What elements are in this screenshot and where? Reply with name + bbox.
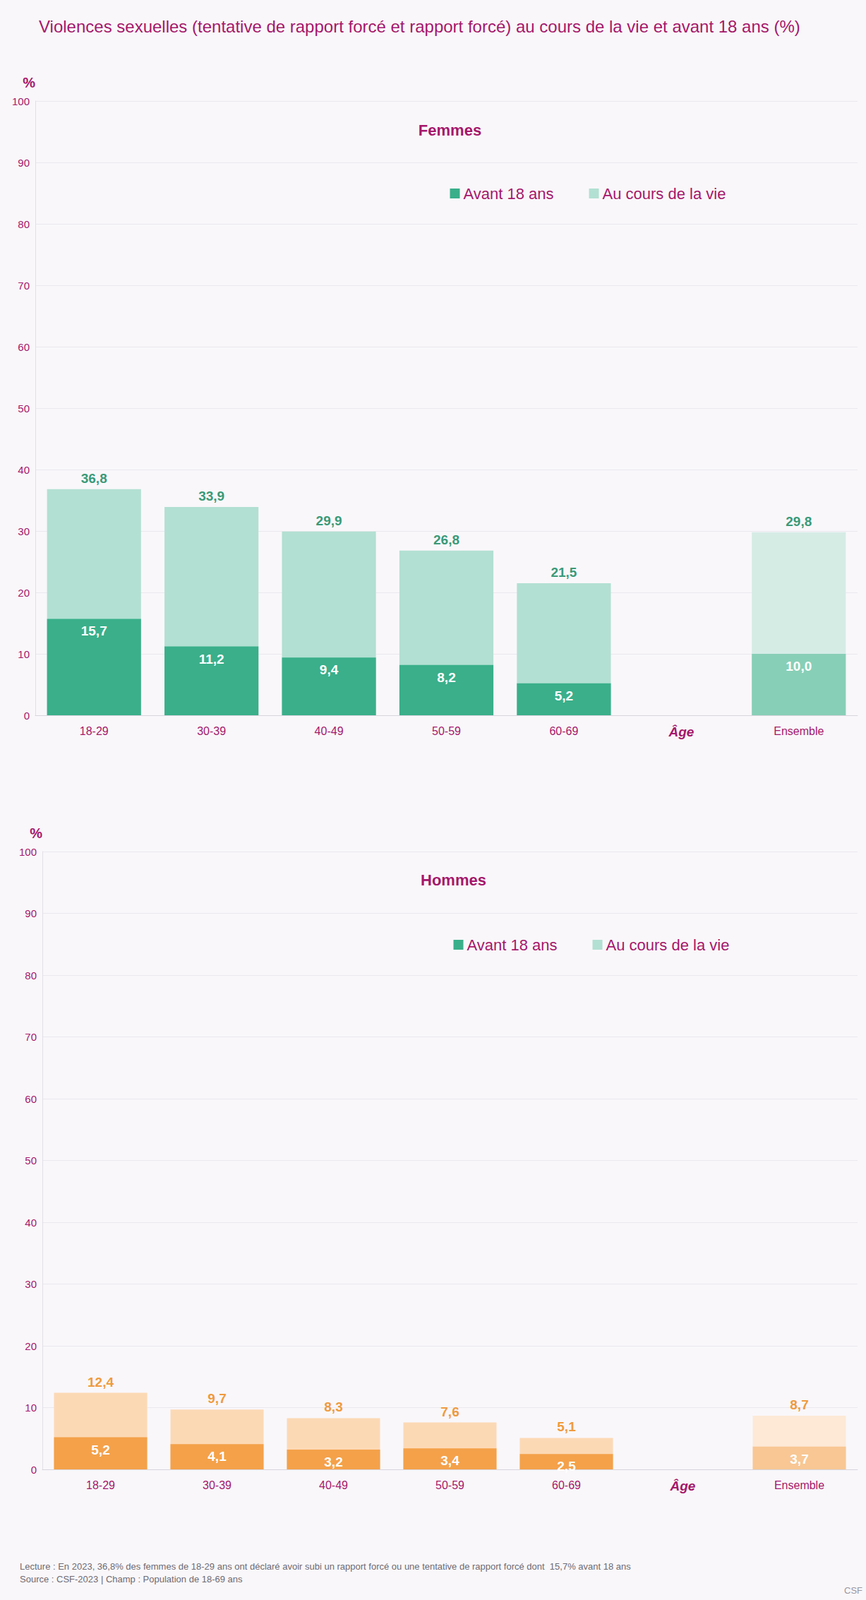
- svg-text:50: 50: [17, 402, 30, 415]
- svg-text:0: 0: [23, 709, 30, 722]
- svg-text:0: 0: [31, 1463, 37, 1476]
- svg-text:18-29: 18-29: [86, 1478, 116, 1491]
- svg-text:9,7: 9,7: [207, 1390, 226, 1406]
- svg-text:90: 90: [24, 906, 37, 919]
- svg-text:80: 80: [17, 218, 30, 231]
- svg-text:10: 10: [24, 1400, 37, 1413]
- svg-text:8,7: 8,7: [789, 1396, 809, 1412]
- svg-text:Source : CSF-2023 | Champ : Po: Source : CSF-2023 | Champ : Population d…: [19, 1573, 243, 1584]
- svg-text:8,2: 8,2: [436, 669, 456, 685]
- svg-text:Violences sexuelles (tentative: Violences sexuelles (tentative de rappor…: [38, 16, 801, 36]
- svg-text:CSF: CSF: [844, 1584, 863, 1596]
- svg-text:Ensemble: Ensemble: [773, 724, 824, 737]
- svg-text:60-69: 60-69: [551, 1478, 581, 1491]
- svg-text:60-69: 60-69: [549, 724, 579, 737]
- svg-text:100: 100: [11, 95, 30, 108]
- svg-text:26,8: 26,8: [433, 532, 460, 547]
- svg-text:50-59: 50-59: [435, 1478, 465, 1491]
- svg-text:70: 70: [24, 1030, 37, 1043]
- svg-text:20: 20: [17, 586, 30, 599]
- svg-text:Ensemble: Ensemble: [774, 1478, 825, 1491]
- svg-text:21,5: 21,5: [550, 564, 577, 580]
- svg-text:40: 40: [24, 1216, 37, 1229]
- svg-text:20: 20: [24, 1339, 37, 1352]
- svg-text:3,7: 3,7: [789, 1451, 809, 1466]
- svg-text:50: 50: [24, 1153, 37, 1166]
- svg-text:36,8: 36,8: [81, 470, 108, 486]
- svg-text:%: %: [22, 74, 36, 91]
- svg-text:50-59: 50-59: [431, 724, 461, 737]
- svg-text:8,3: 8,3: [323, 1398, 343, 1414]
- svg-text:Âge: Âge: [669, 1477, 696, 1493]
- svg-text:9,4: 9,4: [319, 662, 339, 677]
- svg-text:Au cours de la vie: Au cours de la vie: [606, 935, 730, 954]
- svg-text:Hommes: Hommes: [420, 870, 487, 889]
- svg-text:100: 100: [19, 845, 37, 858]
- svg-text:3,2: 3,2: [323, 1453, 343, 1469]
- svg-text:5,1: 5,1: [556, 1418, 576, 1434]
- svg-text:29,8: 29,8: [785, 513, 812, 529]
- svg-text:18-29: 18-29: [79, 724, 109, 737]
- svg-text:90: 90: [17, 156, 30, 169]
- svg-text:15,7: 15,7: [81, 623, 108, 639]
- svg-text:5,2: 5,2: [554, 688, 574, 703]
- svg-text:60: 60: [24, 1092, 37, 1105]
- svg-text:30-39: 30-39: [202, 1478, 232, 1491]
- svg-text:Avant 18 ans: Avant 18 ans: [467, 935, 558, 954]
- svg-text:33,9: 33,9: [198, 488, 225, 504]
- svg-text:3,4: 3,4: [440, 1452, 460, 1468]
- svg-text:40: 40: [17, 463, 30, 476]
- svg-text:4,1: 4,1: [207, 1448, 227, 1464]
- svg-text:Femmes: Femmes: [418, 121, 482, 140]
- svg-text:30: 30: [24, 1277, 37, 1290]
- svg-text:7,6: 7,6: [440, 1403, 459, 1419]
- svg-text:11,2: 11,2: [199, 651, 225, 667]
- svg-text:40-49: 40-49: [314, 724, 344, 737]
- svg-text:12,4: 12,4: [87, 1374, 114, 1389]
- svg-text:Avant 18 ans: Avant 18 ans: [463, 184, 555, 203]
- svg-text:30-39: 30-39: [196, 724, 226, 737]
- svg-text:Âge: Âge: [667, 724, 694, 739]
- svg-text:Lecture : En 2023, 36,8% des f: Lecture : En 2023, 36,8% des femmes de 1…: [19, 1560, 631, 1572]
- svg-text:80: 80: [24, 969, 37, 982]
- svg-text:40-49: 40-49: [319, 1478, 348, 1491]
- svg-text:60: 60: [17, 340, 30, 353]
- svg-text:%: %: [29, 825, 43, 841]
- svg-text:10: 10: [17, 647, 30, 660]
- svg-text:29,9: 29,9: [316, 513, 343, 528]
- svg-text:70: 70: [17, 279, 30, 292]
- svg-text:30: 30: [17, 525, 30, 538]
- svg-text:2,5: 2,5: [556, 1458, 576, 1473]
- svg-text:Au cours de la vie: Au cours de la vie: [602, 184, 727, 203]
- svg-text:10,0: 10,0: [785, 658, 812, 674]
- svg-text:5,2: 5,2: [91, 1441, 110, 1457]
